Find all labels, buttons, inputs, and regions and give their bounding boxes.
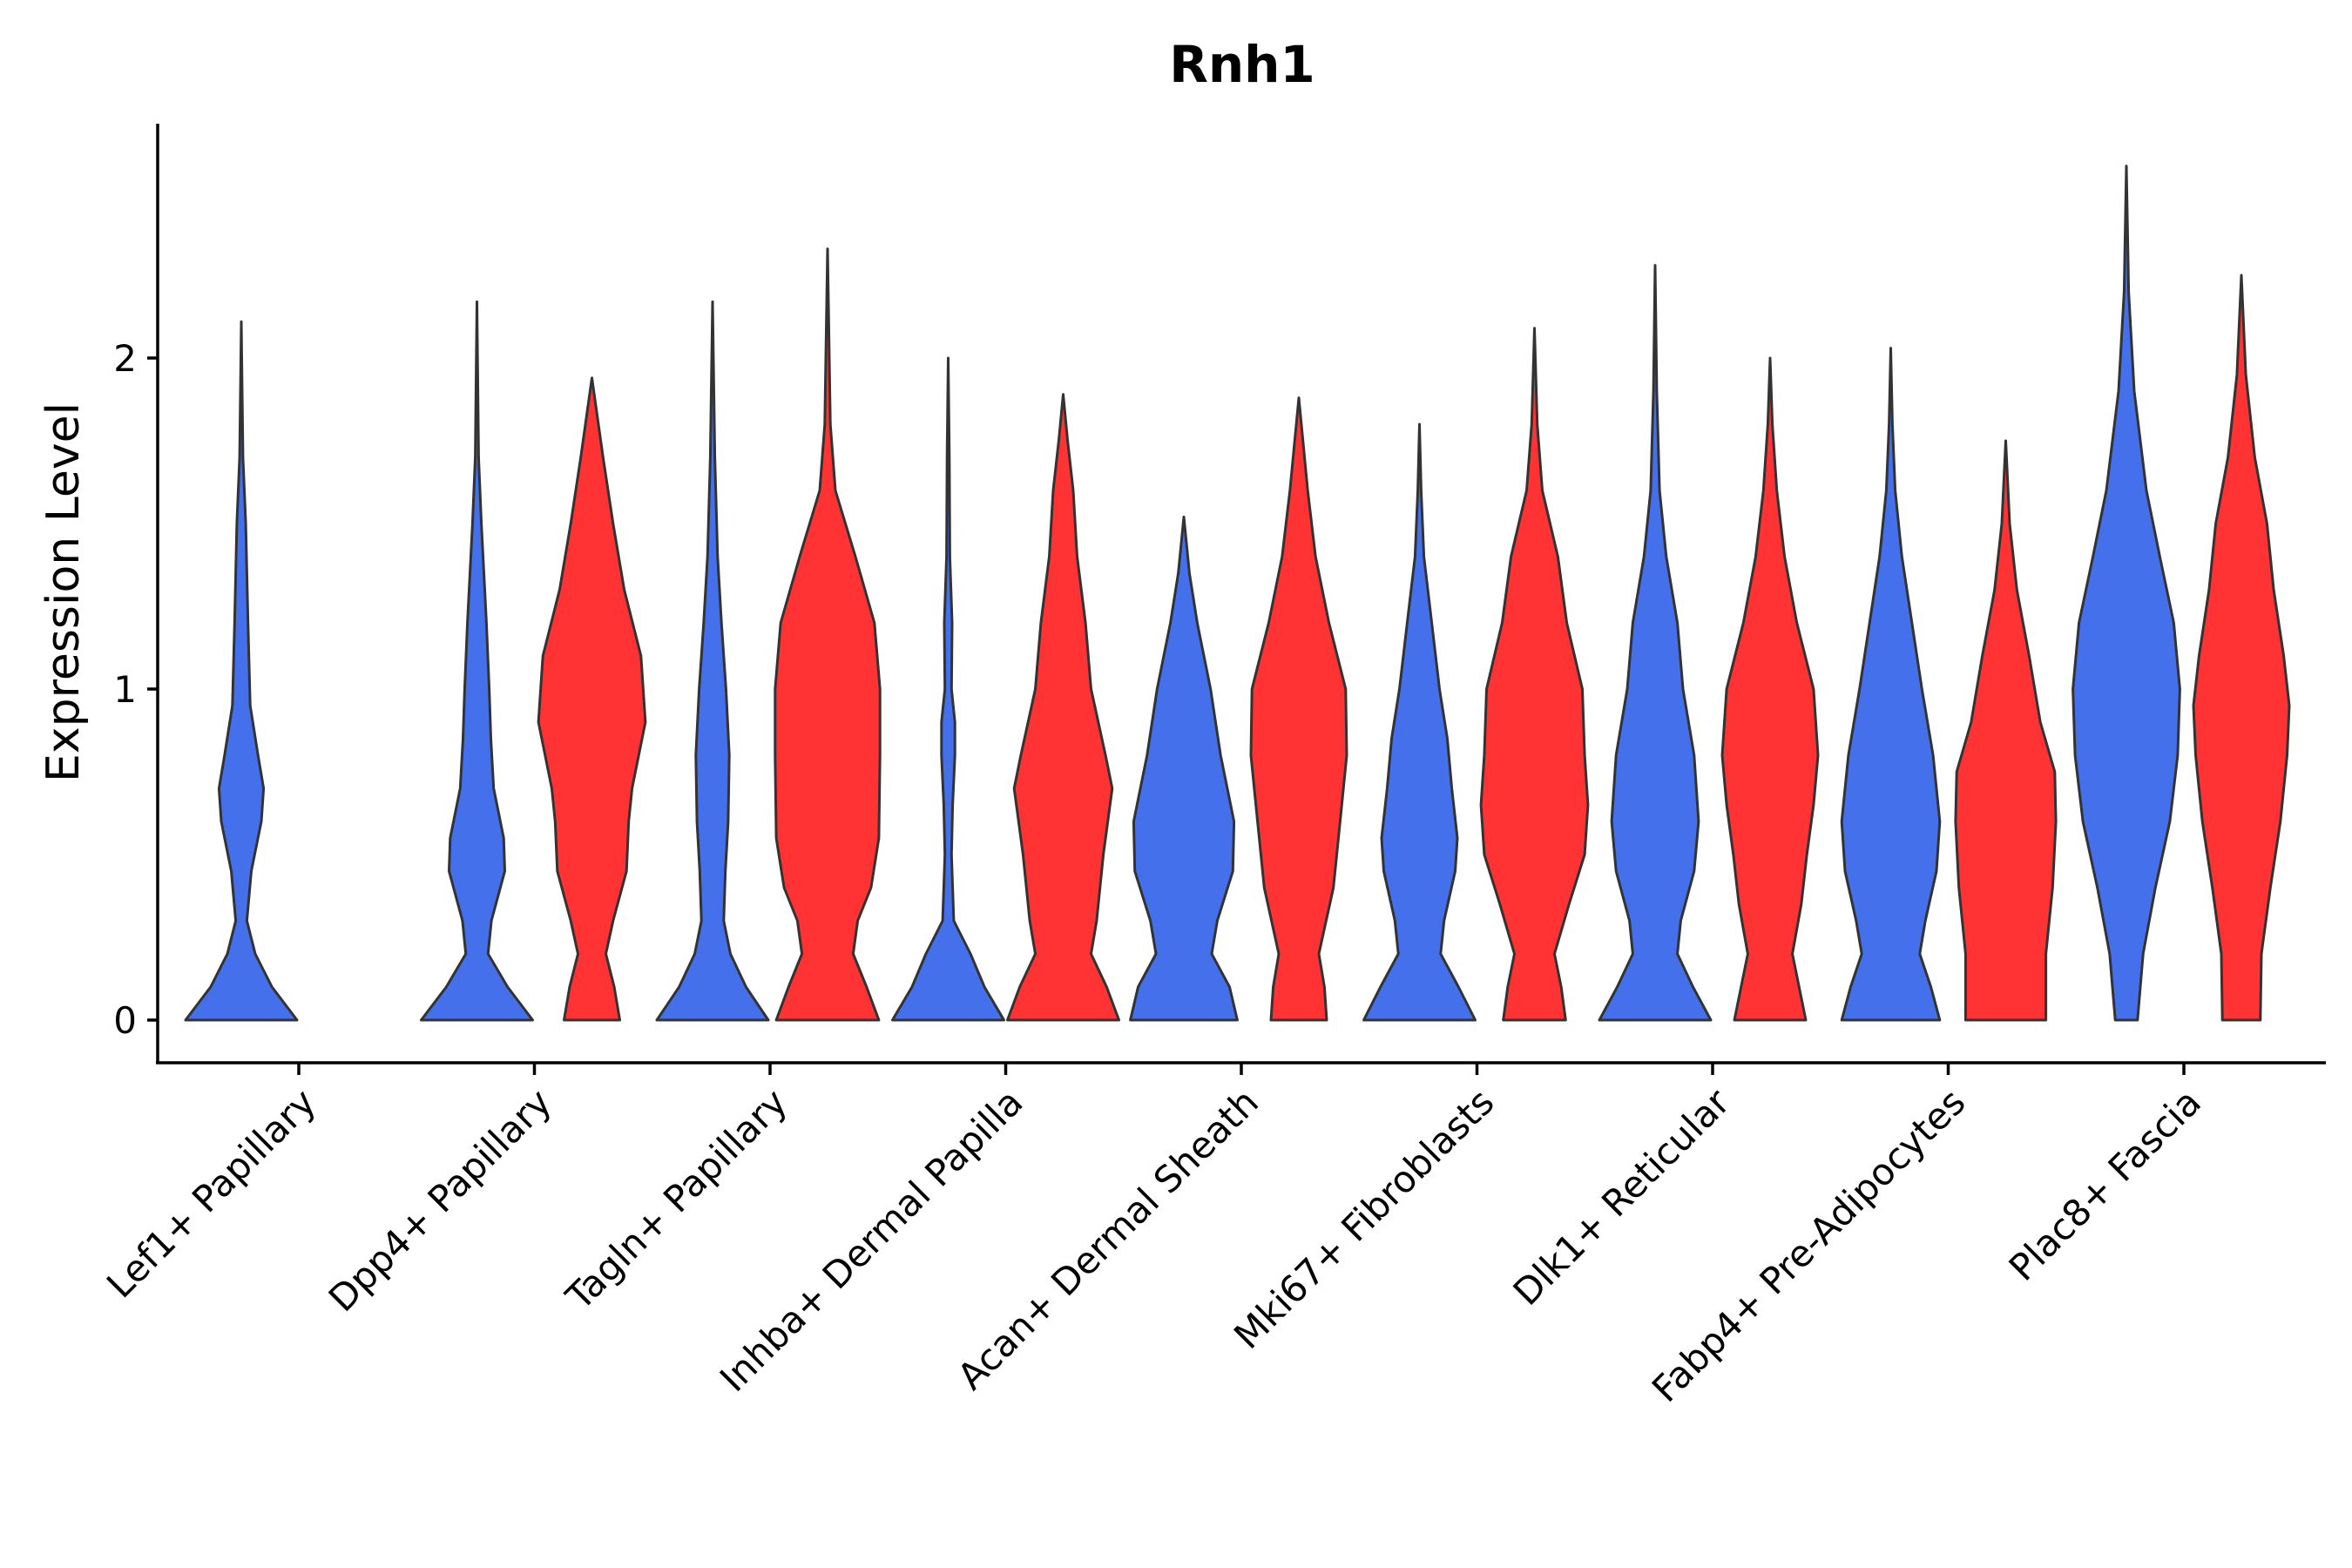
violin-8-red: [1954, 439, 2058, 1022]
x-tick-label: Tagln+ Papillary: [558, 1080, 795, 1318]
violin-3-red: [774, 247, 882, 1022]
violin-3-blue: [655, 300, 770, 1022]
violin-layer: [184, 165, 2291, 1022]
violin-2-blue: [420, 300, 534, 1022]
violin-6-blue: [1362, 422, 1477, 1022]
y-axis-label: Expression Level: [37, 402, 90, 782]
violin-6-red: [1479, 327, 1590, 1022]
violin-7-blue: [1598, 264, 1713, 1022]
x-tick-label: Lef1+ Papillary: [98, 1080, 324, 1306]
x-tick-label: Plac8+ Fascia: [2001, 1080, 2209, 1288]
violin-5-red: [1249, 396, 1348, 1022]
violin-9-red: [2192, 274, 2291, 1022]
violin-7-red: [1720, 356, 1820, 1022]
violin-8-blue: [1840, 347, 1942, 1022]
y-tick-label: 2: [113, 337, 137, 380]
violin-1-blue: [184, 320, 299, 1022]
y-tick-label: 0: [113, 999, 137, 1042]
x-tick-label: Dpp4+ Papillary: [321, 1080, 560, 1320]
y-tick-label: 1: [113, 668, 137, 711]
chart-title: Rnh1: [1169, 35, 1315, 94]
violin-4-red: [1006, 393, 1120, 1022]
y-ticks: 0 1 2: [113, 337, 158, 1042]
violin-4-blue: [891, 356, 1005, 1022]
violin-9-blue: [2072, 165, 2181, 1022]
x-tick-label: Dlk1+ Reticular: [1505, 1080, 1739, 1314]
violin-2-red: [537, 376, 647, 1022]
x-tick-label: Mki67+ Fibroblasts: [1226, 1080, 1502, 1356]
violin-5-blue: [1129, 515, 1239, 1022]
